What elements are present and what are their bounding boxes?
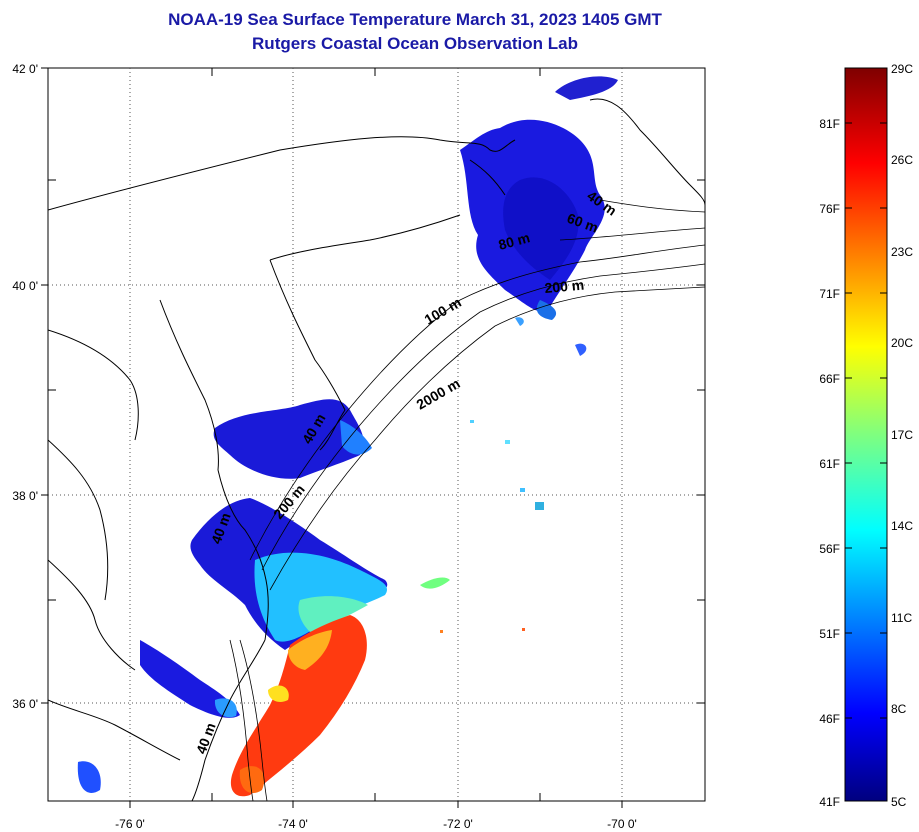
colorbar-c-label: 29C xyxy=(891,62,913,76)
lat-label: 40 0' xyxy=(12,279,38,293)
lon-label: -72 0' xyxy=(443,817,473,831)
colorbar-f-label: 61F xyxy=(819,457,840,471)
bathymetry-contours xyxy=(229,199,705,801)
axis-ticks xyxy=(41,67,705,808)
contour-label: 200 m xyxy=(544,277,585,296)
map-title: NOAA-19 Sea Surface Temperature March 31… xyxy=(168,10,662,29)
coastline xyxy=(48,98,705,801)
colorbar-gradient xyxy=(844,67,888,802)
colorbar-c-label: 5C xyxy=(891,795,907,809)
colorbar-c-label: 17C xyxy=(891,428,913,442)
lat-label: 38 0' xyxy=(12,489,38,503)
colorbar-c-label: 14C xyxy=(891,519,913,533)
contour-label: 80 m xyxy=(497,229,532,253)
colorbar-f-label: 41F xyxy=(819,795,840,809)
lat-label: 42 0' xyxy=(12,62,38,76)
colorbar-ticks xyxy=(845,122,887,719)
colorbar-c-label: 20C xyxy=(891,336,913,350)
colorbar-f-label: 56F xyxy=(819,542,840,556)
colorbar-f-label: 51F xyxy=(819,627,840,641)
colorbar-c-label: 11C xyxy=(891,611,912,625)
map-frame xyxy=(47,67,706,802)
colorbar-f-label: 46F xyxy=(819,712,840,726)
colorbar-c-label: 23C xyxy=(891,245,913,259)
lon-label: -76 0' xyxy=(115,817,145,831)
latitude-labels: 42 0' 40 0' 38 0' 36 0' xyxy=(12,62,38,711)
map-subtitle: Rutgers Coastal Ocean Observation Lab xyxy=(252,34,578,53)
colorbar-c-label: 26C xyxy=(891,153,913,167)
colorbar-f-label: 66F xyxy=(819,372,840,386)
colorbar-celsius-labels: 29C 26C 23C 20C 17C 14C 11C 8C 5C xyxy=(891,62,913,809)
lon-label: -70 0' xyxy=(607,817,637,831)
colorbar-f-label: 81F xyxy=(819,117,840,131)
graticule xyxy=(48,68,705,801)
lat-label: 36 0' xyxy=(12,697,38,711)
lon-label: -74 0' xyxy=(278,817,308,831)
colorbar-fahrenheit-labels: 81F 76F 71F 66F 61F 56F 51F 46F 41F xyxy=(819,117,840,809)
longitude-labels: -76 0' -74 0' -72 0' -70 0' xyxy=(115,817,637,831)
colorbar-c-label: 8C xyxy=(891,702,907,716)
colorbar-f-label: 76F xyxy=(819,202,840,216)
colorbar: 81F 76F 71F 66F 61F 56F 51F 46F 41F 29C … xyxy=(819,62,913,809)
colorbar-f-label: 71F xyxy=(819,287,840,301)
sst-data-layer xyxy=(77,76,618,797)
